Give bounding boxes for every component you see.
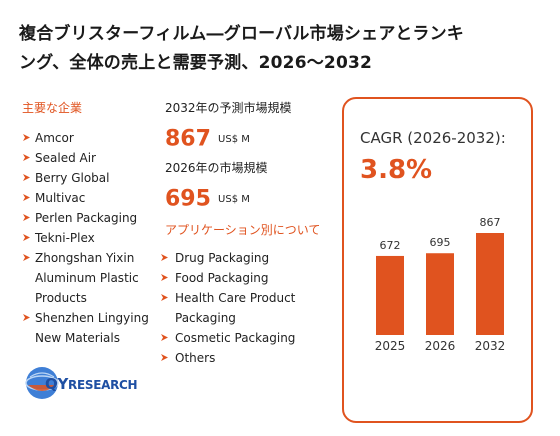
bar-value-label: 672 — [380, 239, 401, 252]
application-name: Packaging — [175, 311, 236, 325]
arrow-bullet-icon — [23, 314, 30, 321]
category-label: 2025 — [375, 339, 406, 353]
arrow-bullet-icon — [23, 174, 30, 181]
category-label: 2032 — [475, 339, 506, 353]
applications-heading: アプリケーション別について — [165, 223, 321, 237]
application-item: Food Packaging — [158, 268, 340, 288]
forecast-value-row: 867 US$ M — [165, 124, 340, 154]
company-item: Multivac — [22, 188, 162, 208]
page-title-line1: 複合ブリスターフィルム―グローバル市場シェアとランキ — [19, 24, 464, 44]
company-name: Shenzhen Lingying — [35, 311, 149, 325]
company-name: Zhongshan Yixin — [35, 251, 135, 265]
company-item: New Materials — [22, 328, 162, 348]
application-item: Cosmetic Packaging — [158, 328, 340, 348]
bar-value-label: 867 — [480, 216, 501, 229]
bar-chart-svg: 672 2025 695 2026 867 2032 — [375, 216, 506, 353]
company-name: Amcor — [35, 131, 74, 145]
logo-text-qy: QY — [45, 375, 69, 393]
qyresearch-logo: QYRESEARCH — [22, 363, 138, 403]
arrow-bullet-icon — [161, 274, 168, 281]
company-item: Zhongshan Yixin — [22, 248, 162, 268]
company-list: Amcor Sealed Air Berry Global Multivac Perle… — [22, 128, 162, 348]
company-item: Aluminum Plastic — [22, 268, 162, 288]
current-value: 695 — [165, 186, 211, 212]
players-section: 主要な企業 Amcor Sealed Air Berry Global Multiva… — [22, 100, 162, 348]
arrow-bullet-icon — [23, 134, 30, 141]
company-item: Perlen Packaging — [22, 208, 162, 228]
application-list: Drug Packaging Food Packaging Health Care … — [158, 248, 340, 368]
current-value-row: 695 US$ M — [165, 184, 340, 214]
category-label: 2026 — [425, 339, 456, 353]
players-heading: 主要な企業 — [22, 101, 83, 115]
arrow-bullet-icon — [161, 294, 168, 301]
forecast-unit: US$ M — [218, 133, 250, 145]
application-name: Drug Packaging — [175, 251, 270, 265]
bar-2026 — [426, 253, 454, 335]
current-unit: US$ M — [218, 193, 250, 205]
application-item: Health Care Product — [158, 288, 340, 308]
company-name: Berry Global — [35, 171, 110, 185]
arrow-bullet-icon — [23, 194, 30, 201]
globe-icon — [25, 367, 59, 399]
company-item: Amcor — [22, 128, 162, 148]
forecast-value: 867 — [165, 126, 211, 152]
company-name: Sealed Air — [35, 151, 96, 165]
application-item: Packaging — [158, 308, 340, 328]
arrow-bullet-icon — [23, 234, 30, 241]
company-item: Tekni-Plex — [22, 228, 162, 248]
application-name: Food Packaging — [175, 271, 269, 285]
bar-value-label: 695 — [430, 236, 451, 249]
logo-text-rest: RESEARCH — [68, 378, 138, 392]
company-name: New Materials — [35, 331, 120, 345]
arrow-bullet-icon — [23, 254, 30, 261]
bar-2025 — [376, 255, 404, 335]
cagr-card: CAGR (2026-2032): 3.8% 672 2025 695 2026 867… — [342, 97, 533, 423]
current-label: 2026年の市場規模 — [165, 161, 268, 175]
page-title-line2: ング、全体の売上と需要予測、2026～2032 — [19, 53, 373, 73]
company-name: Perlen Packaging — [35, 211, 138, 225]
company-name: Multivac — [35, 191, 86, 205]
arrow-bullet-icon — [23, 214, 30, 221]
company-name: Tekni-Plex — [35, 231, 95, 245]
forecast-label: 2032年の予測市場規模 — [165, 101, 292, 115]
company-item: Shenzhen Lingying — [22, 308, 162, 328]
arrow-bullet-icon — [161, 334, 168, 341]
application-name: Health Care Product — [175, 291, 296, 305]
bar-2032 — [476, 233, 504, 335]
application-name: Others — [175, 351, 216, 365]
application-name: Cosmetic Packaging — [175, 331, 296, 345]
page-title: 複合ブリスターフィルム―グローバル市場シェアとランキ ング、全体の売上と需要予測… — [19, 20, 549, 78]
logo-text: QYRESEARCH — [45, 375, 138, 393]
stats-section: 2032年の予測市場規模 867 US$ M 2026年の市場規模 695 US… — [161, 100, 340, 368]
arrow-bullet-icon — [23, 154, 30, 161]
application-item: Others — [158, 348, 340, 368]
arrow-bullet-icon — [161, 354, 168, 361]
company-name: Products — [35, 291, 87, 305]
company-item: Sealed Air — [22, 148, 162, 168]
company-item: Products — [22, 288, 162, 308]
company-name: Aluminum Plastic — [35, 271, 139, 285]
cagr-label: CAGR (2026-2032): — [360, 129, 506, 147]
company-item: Berry Global — [22, 168, 162, 188]
cagr-value: 3.8% — [360, 155, 433, 185]
application-item: Drug Packaging — [158, 248, 340, 268]
arrow-bullet-icon — [161, 254, 168, 261]
